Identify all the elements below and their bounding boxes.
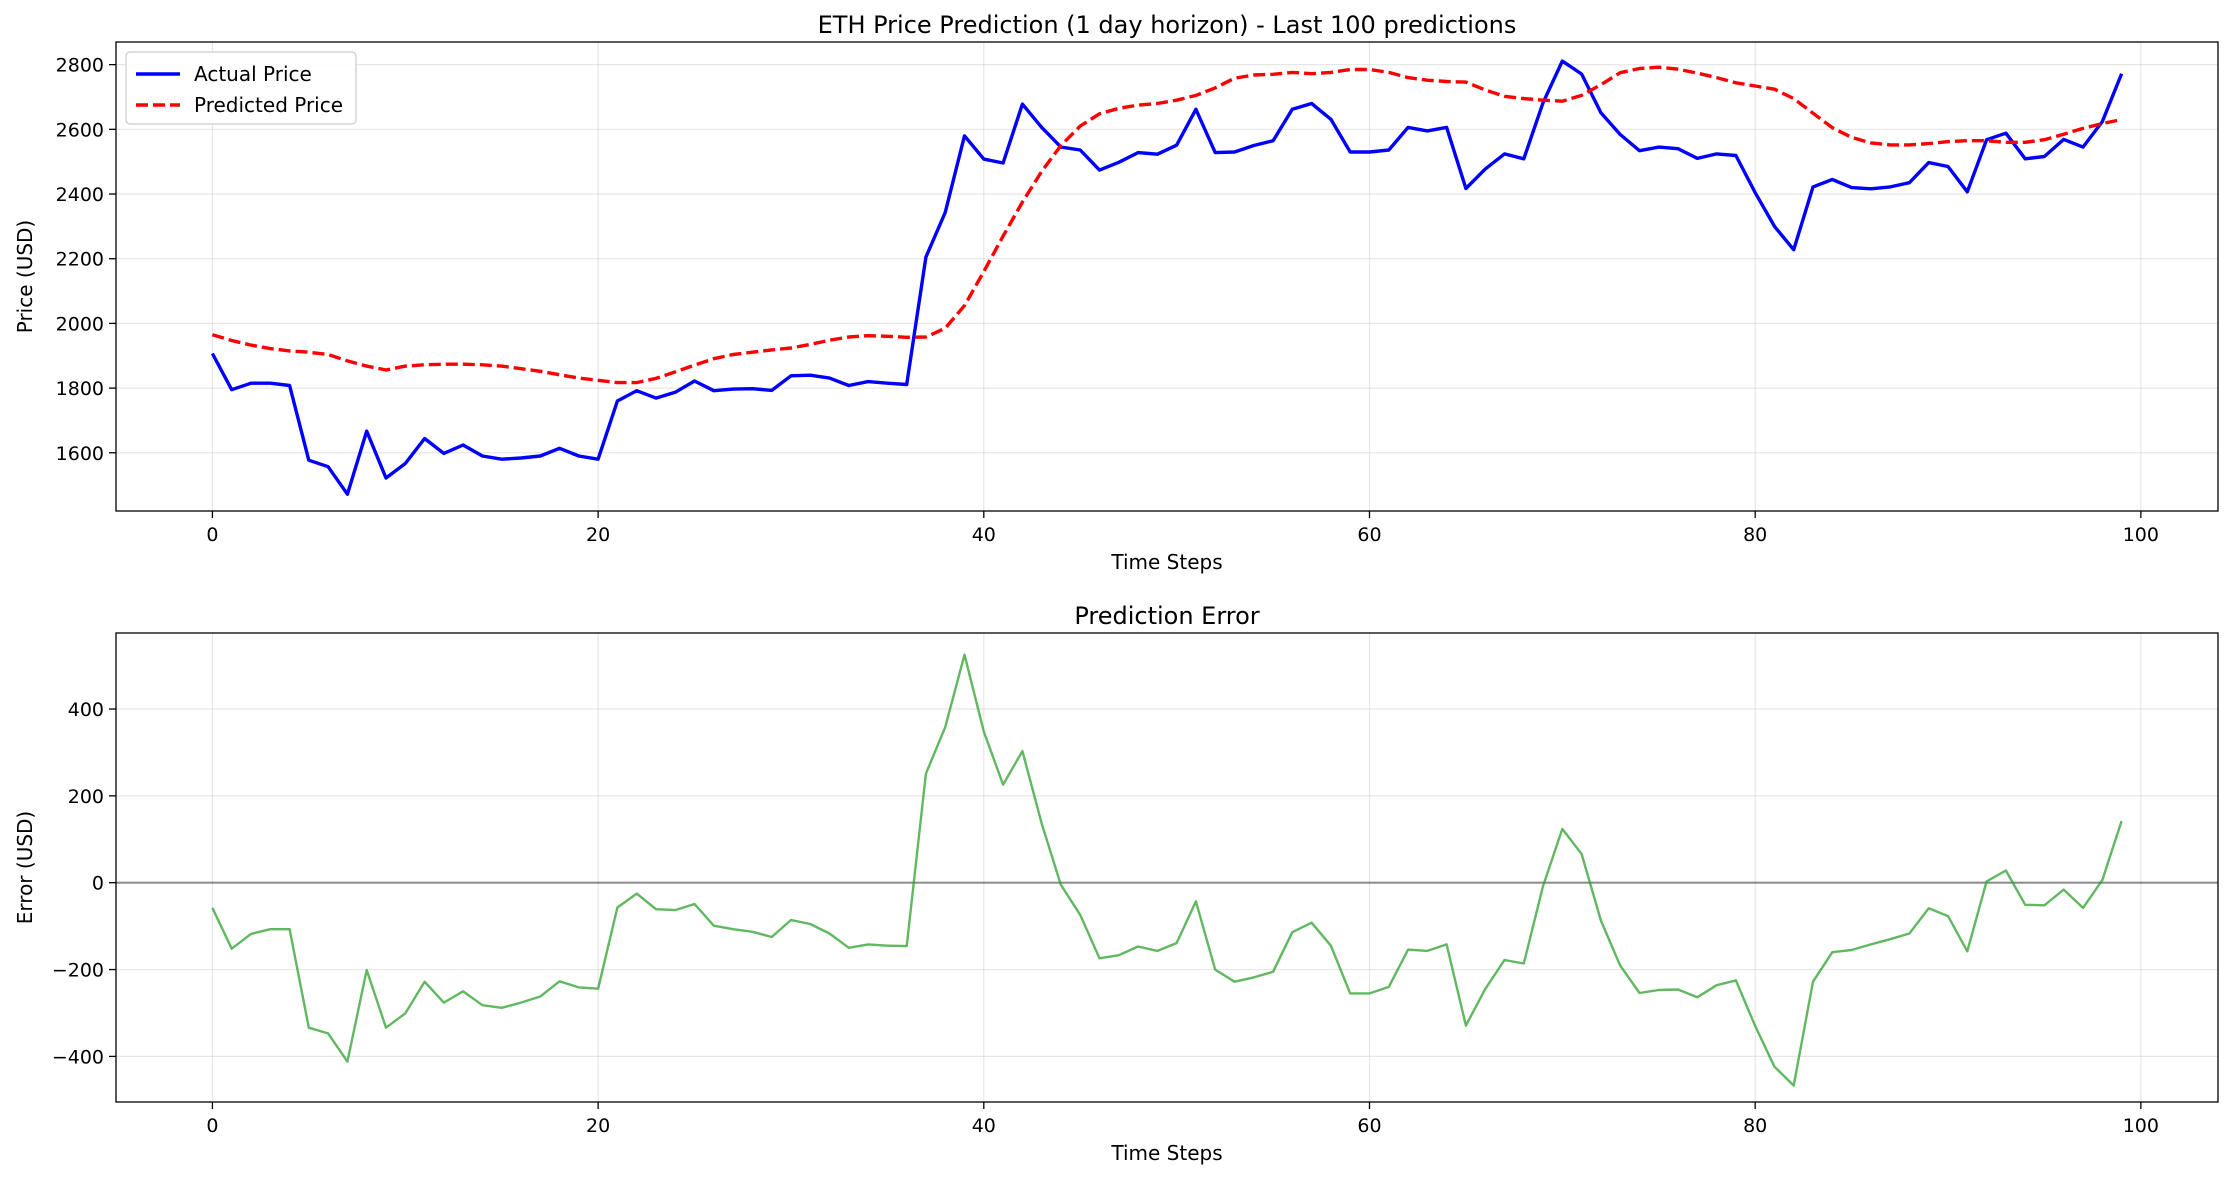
x-tick-label: 60 [1357, 524, 1381, 546]
y-tick-label: 2200 [56, 249, 104, 271]
x-tick-label: 40 [972, 524, 996, 546]
y-tick-label: 1800 [56, 378, 104, 400]
y-tick-label: 1600 [56, 443, 104, 465]
x-tick-label: 40 [972, 1115, 996, 1137]
y-tick-label: 400 [68, 699, 104, 721]
chart-error: 0 20 40 60 80 100 −400 −200 0 200 400 Prediction Er… [13, 602, 2219, 1165]
y-tick-label: 0 [92, 873, 104, 895]
y-tick-label: −200 [52, 960, 104, 982]
x-tick-label: 80 [1743, 524, 1767, 546]
legend-entry: Predicted Price [194, 93, 343, 117]
y-tick-label: −400 [52, 1046, 104, 1068]
y-tick-label: 2000 [56, 313, 104, 335]
x-tick-label: 100 [2123, 1115, 2159, 1137]
series-line-error [211, 653, 2123, 1087]
chart-price: 0 20 40 60 80 100 1600 1800 2000 2200 2400 2600 2800… [13, 11, 2219, 574]
legend: Actual Price Predicted Price [125, 51, 357, 125]
chart-title: ETH Price Prediction (1 day horizon) - L… [818, 11, 1517, 39]
y-tick-label: 2400 [56, 184, 104, 206]
x-tick-label: 20 [586, 524, 610, 546]
chart-title: Prediction Error [1074, 602, 1259, 630]
series-line-actual-price [210, 59, 2124, 496]
y-axis-label: Price (USD) [13, 220, 37, 334]
plot-frame [115, 41, 2219, 512]
y-tick-label: 2800 [56, 55, 104, 77]
x-axis-label: Time Steps [1110, 550, 1222, 574]
y-tick-label: 200 [68, 786, 104, 808]
y-axis-label: Error (USD) [13, 811, 37, 924]
plot-frame [115, 632, 2219, 1103]
x-tick-label: 60 [1357, 1115, 1381, 1137]
x-tick-label: 20 [586, 1115, 610, 1137]
series-line-predicted-price [211, 65, 2122, 385]
y-tick-label: 2600 [56, 119, 104, 141]
x-tick-label: 100 [2123, 524, 2159, 546]
x-axis-label: Time Steps [1110, 1141, 1222, 1165]
legend-entry: Actual Price [194, 62, 312, 86]
x-tick-label: 0 [206, 1115, 218, 1137]
x-tick-label: 0 [206, 524, 218, 546]
x-tick-label: 80 [1743, 1115, 1767, 1137]
legend-box [125, 51, 357, 125]
